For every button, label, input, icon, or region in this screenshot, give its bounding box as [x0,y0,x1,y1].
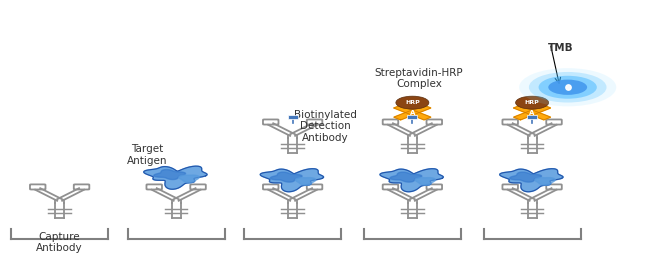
Polygon shape [270,172,302,182]
Polygon shape [390,172,422,182]
Polygon shape [380,169,443,192]
Text: TMB: TMB [549,43,574,53]
Polygon shape [535,178,555,185]
Polygon shape [415,178,436,185]
Text: Capture
Antibody: Capture Antibody [36,232,83,254]
Polygon shape [394,105,431,120]
Circle shape [539,76,597,99]
Circle shape [396,96,429,109]
Polygon shape [154,170,185,180]
Polygon shape [394,105,431,120]
Circle shape [529,72,606,102]
Polygon shape [500,169,563,192]
Polygon shape [514,105,551,120]
Point [562,85,573,89]
Polygon shape [144,166,207,189]
Circle shape [515,96,549,109]
Text: A: A [410,109,415,116]
Text: Biotinylated
Detection
Antibody: Biotinylated Detection Antibody [294,110,356,143]
Text: Target
Antigen: Target Antigen [127,144,167,166]
Polygon shape [510,172,541,182]
Polygon shape [260,169,324,192]
Circle shape [549,80,587,95]
Polygon shape [514,105,551,120]
Text: HRP: HRP [525,100,540,105]
Text: HRP: HRP [405,100,420,105]
Circle shape [519,68,616,106]
Text: A: A [529,109,535,116]
Text: Streptavidin-HRP
Complex: Streptavidin-HRP Complex [374,68,463,89]
Polygon shape [179,175,200,183]
Polygon shape [295,178,316,185]
